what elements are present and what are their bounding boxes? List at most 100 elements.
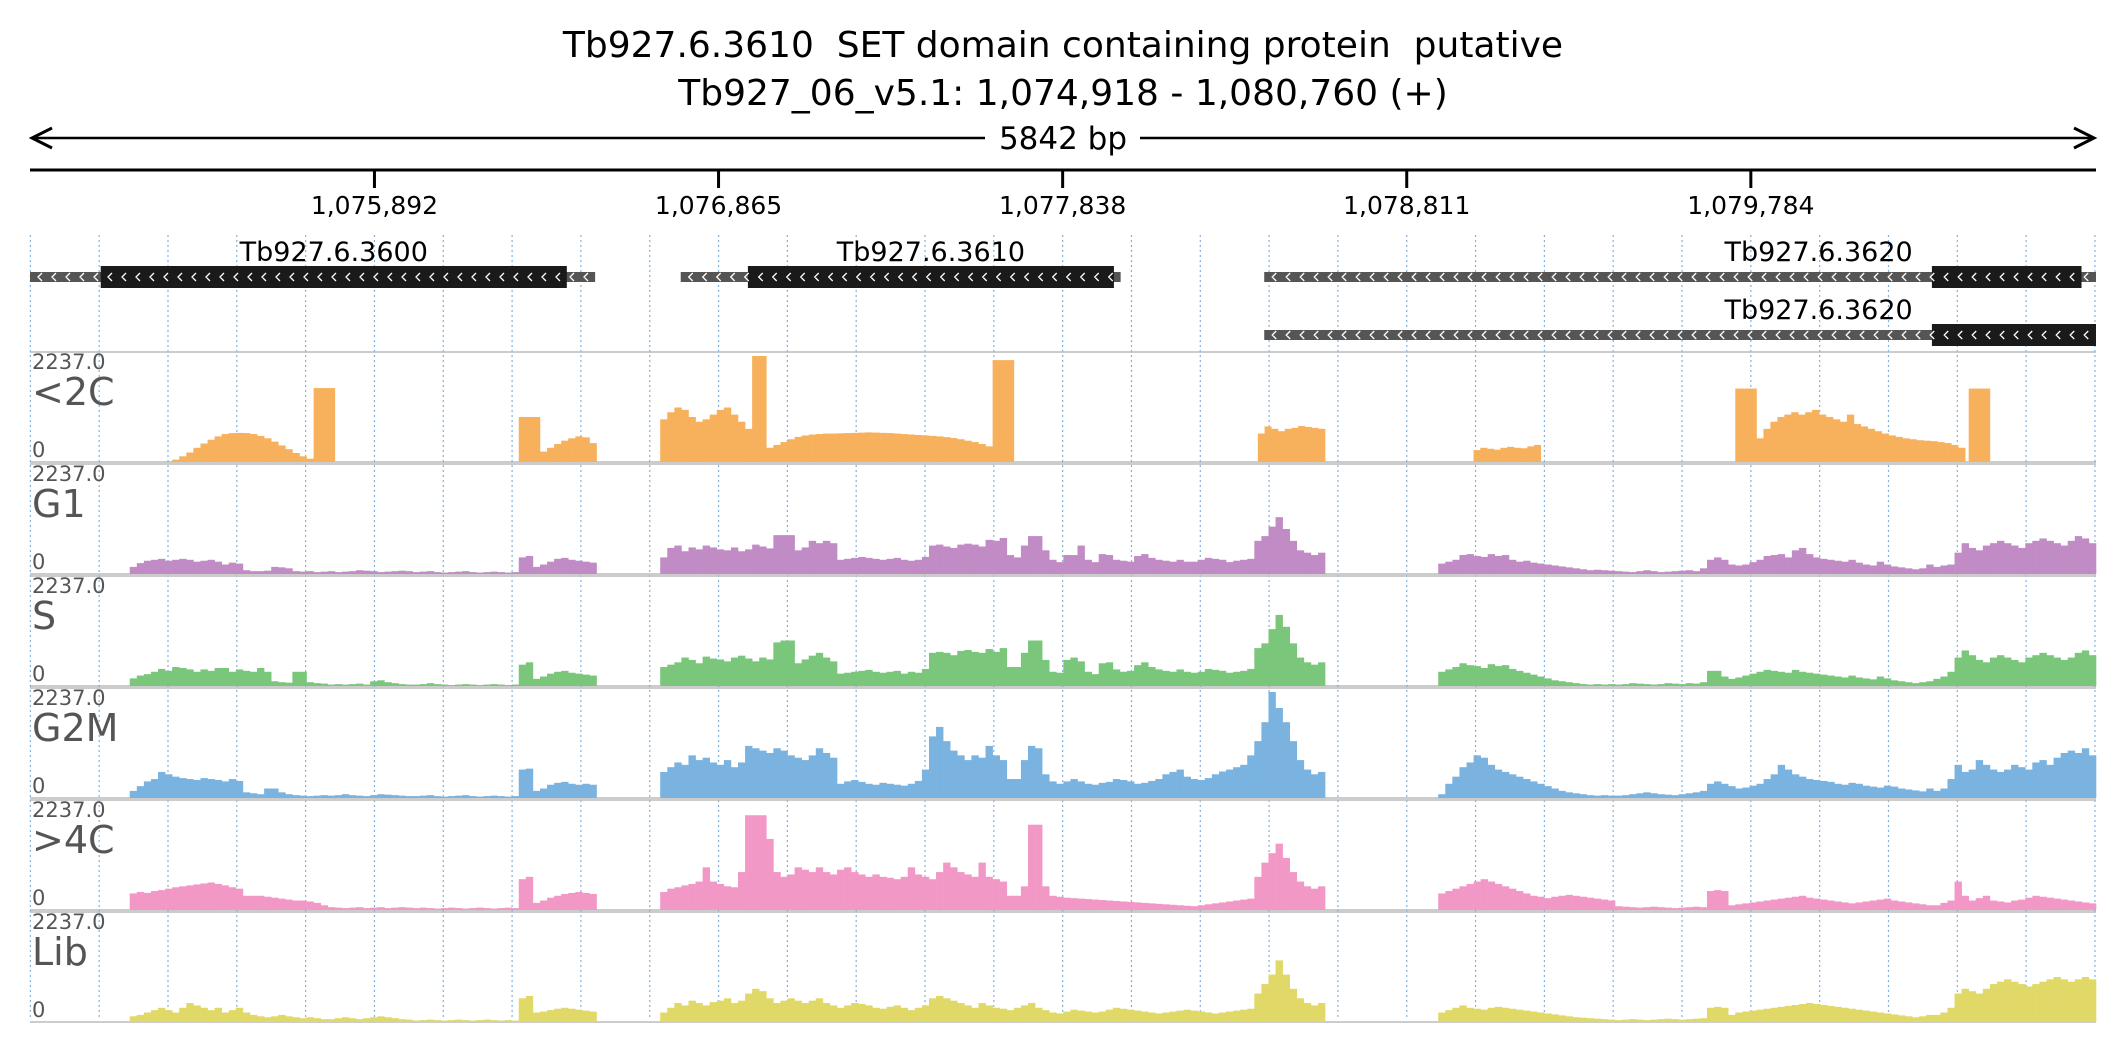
coverage-bar [681,764,689,798]
coverage-bar [1298,425,1306,462]
coverage-bar [1565,682,1573,686]
coverage-bar [1091,674,1100,686]
coverage-bar [2081,538,2090,574]
coverage-bar [504,572,512,574]
coverage-bar [221,434,230,462]
coverage-bar [589,893,597,910]
coverage-bar [695,421,703,462]
coverage-bar [1756,438,1764,462]
coverage-bar [1636,907,1644,910]
coverage-bar [228,562,237,574]
coverage-bar [356,1019,364,1022]
coverage-bar [1923,440,1931,462]
coverage-bar [1537,783,1545,798]
coverage-bar [440,908,449,910]
coverage-bar [1615,684,1623,686]
coverage-bar [737,1000,746,1022]
coverage-bar [1127,781,1135,798]
coverage-bar [928,998,937,1022]
coverage-bar [1890,786,1899,798]
coverage-bar [504,685,512,686]
coverage-bar [1537,563,1545,574]
coverage-bar [391,1018,399,1022]
coverage-bar [1452,559,1460,574]
coverage-bar [1264,426,1272,462]
coverage-bar [327,388,336,462]
coverage-bar [716,549,725,574]
coverage-bar [391,795,399,798]
coverage-bar [1141,782,1149,798]
coverage-bar [1643,907,1651,910]
coverage-bar [575,673,583,686]
coverage-bar [759,815,767,910]
coverage-bar [943,741,951,798]
coverage-bar [320,1019,329,1022]
coverage-bar [829,543,838,574]
coverage-bar [837,433,845,462]
coverage-bar [1537,1012,1545,1022]
coverage-bar [2025,986,2033,1022]
coverage-bar [179,778,187,798]
coverage-bar [921,556,930,574]
x-tick-label: 1,079,784 [1687,191,1814,220]
coverage-bar [264,570,272,574]
coverage-bar [150,671,159,686]
coverage-bar [950,655,958,686]
coverage-bar [2067,540,2076,574]
coverage-bar [780,1000,788,1022]
coverage-bar [837,783,845,798]
coverage-bar [1268,974,1276,1022]
coverage-bar [419,684,428,686]
coverage-bar [716,764,725,798]
coverage-bar [1155,903,1163,910]
coverage-bar [214,561,222,574]
coverage-bar [1247,668,1255,686]
coverage-bar [1303,769,1312,798]
coverage-bar [688,755,696,798]
coverage-bar [801,869,810,910]
coverage-bar [709,762,718,798]
coverage-bar [200,1007,208,1022]
coverage-bar [1706,891,1715,910]
coverage-bar [752,748,760,798]
coverage-bar [554,895,562,910]
coverage-bar [1812,409,1820,462]
coverage-bar [1134,665,1142,686]
coverage-bar [936,651,944,686]
coverage-bar [1940,902,1948,910]
coverage-bar [1282,974,1290,1022]
coverage-bar [1791,774,1800,798]
coverage-bar [440,684,449,686]
coverage-bar [1480,667,1489,686]
coverage-bar [893,1005,901,1022]
coverage-bar [2067,657,2076,686]
coverage-bar [292,571,300,574]
coverage-bar [1586,684,1595,686]
y-max-label: 2237.0 [32,462,105,486]
coverage-bar [737,551,746,574]
coverage-bar [752,988,760,1022]
coverage-bar [384,571,392,574]
coverage-bar [1296,998,1305,1022]
coverage-bar [1148,903,1156,910]
coverage-bar [674,407,682,462]
coverage-bar [1291,427,1299,462]
coverage-bar [285,794,293,798]
coverage-bar [271,441,279,462]
coverage-bar [660,419,668,462]
coverage-bar [158,558,166,574]
coverage-bar [264,671,272,686]
coverage-bar [186,669,194,686]
coverage-bar [568,1008,576,1022]
coverage-bar [1183,561,1191,574]
coverage-bar [1806,672,1814,686]
coverage-bar [1912,903,1920,910]
track-name-label: Lib [32,930,88,974]
coverage-bar [1841,1007,1849,1022]
coverage-bar [1261,722,1269,798]
coverage-bar [1049,895,1057,910]
coverage-bar [448,907,456,910]
coverage-bar [285,1016,293,1022]
coverage-bar [462,571,470,574]
coverage-bar [377,680,385,686]
